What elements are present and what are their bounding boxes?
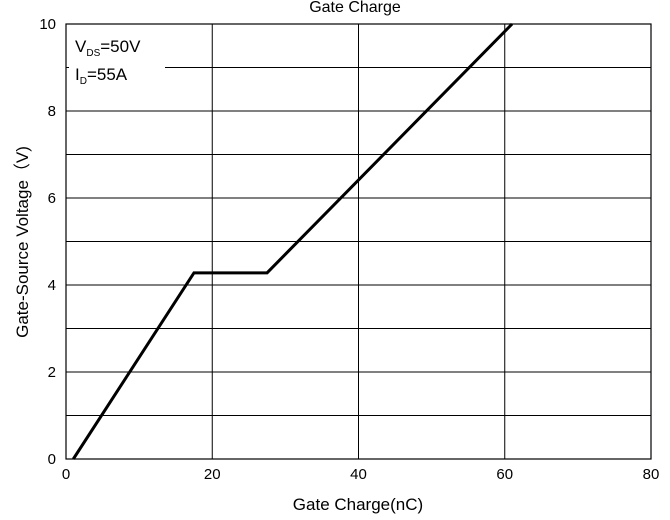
plot-frame (65, 23, 652, 460)
y-tick-label: 10 (39, 16, 56, 33)
y-tick-label: 2 (48, 364, 56, 381)
grid-layer (66, 24, 651, 459)
gate-charge-curve (72, 22, 514, 460)
tick-labels: 0 20 40 60 80 0 2 4 6 8 10 (39, 16, 659, 483)
x-tick-label: 0 (62, 466, 70, 483)
y-tick-label: 4 (48, 277, 56, 294)
chart-title: Gate Charge (309, 0, 401, 16)
x-axis-label: Gate Charge(nC) (293, 495, 423, 514)
x-tick-label: 20 (204, 466, 221, 483)
x-tick-label: 60 (496, 466, 513, 483)
vds-annotation: VDS=50V (75, 37, 141, 59)
y-tick-label: 6 (48, 190, 56, 207)
id-annotation: ID=55A (75, 65, 128, 87)
annotation-box (69, 27, 165, 89)
y-tick-label: 8 (48, 103, 56, 120)
y-tick-label: 0 (48, 451, 56, 468)
x-tick-label: 80 (643, 466, 660, 483)
x-tick-label: 40 (350, 466, 367, 483)
y-axis-label: Gate-Source Voltage（V) (13, 146, 32, 338)
